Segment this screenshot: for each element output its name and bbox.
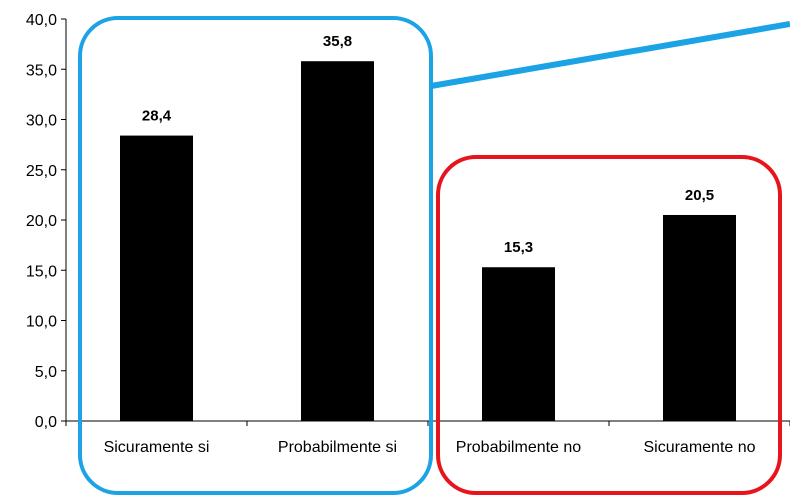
data-label: 20,5	[685, 187, 714, 204]
bar	[120, 135, 193, 421]
x-category-label: Sicuramente si	[104, 439, 210, 456]
group-outline	[436, 155, 782, 495]
group-outline	[78, 16, 433, 495]
y-tick-label: 25,0	[26, 163, 57, 180]
x-category-label: Sicuramente no	[643, 439, 755, 456]
bars	[120, 61, 736, 422]
bar	[663, 214, 736, 421]
x-category-label: Probabilmente si	[278, 439, 397, 456]
y-tick-label: 30,0	[26, 113, 57, 130]
y-tick-label: 40,0	[26, 12, 57, 29]
data-label: 35,8	[323, 33, 352, 50]
labels: 28,4 Sicuramente si 35,8 Probabilmente si 15…	[104, 33, 756, 456]
connector-line	[430, 21, 790, 89]
y-tick-label: 20,0	[26, 213, 57, 230]
x-category-label: Probabilmente no	[456, 439, 582, 456]
bar	[301, 61, 374, 422]
y-tick-label: 35,0	[26, 62, 57, 79]
y-tick-label: 10,0	[26, 314, 57, 331]
y-tick-label: 15,0	[26, 263, 57, 280]
y-tick-label: 5,0	[35, 364, 57, 381]
data-label: 15,3	[504, 239, 533, 256]
bar	[482, 267, 555, 421]
data-label: 28,4	[142, 108, 172, 125]
group-outlines	[78, 16, 790, 495]
y-tick-label: 0,0	[35, 414, 57, 431]
